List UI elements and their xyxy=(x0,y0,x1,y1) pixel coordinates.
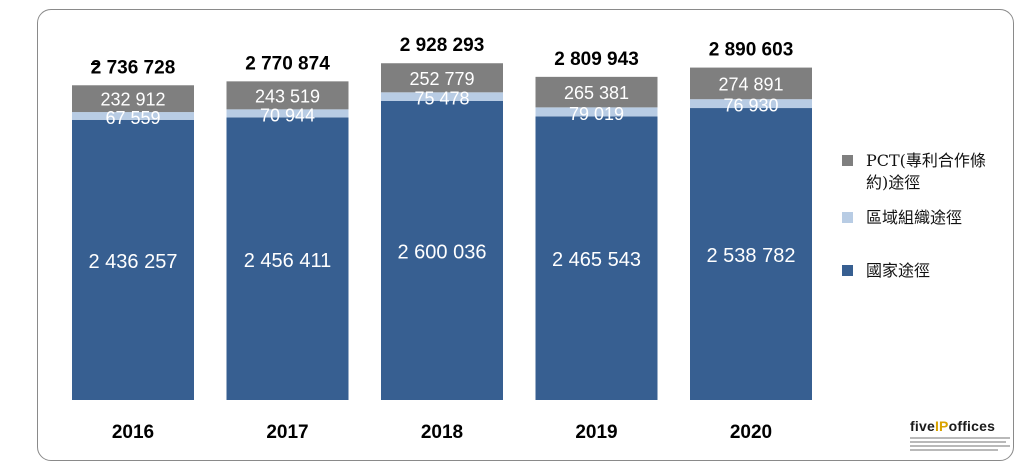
label-pct-2017: 243 519 xyxy=(255,86,320,106)
stray-mark xyxy=(91,63,99,65)
label-pct-2016: 232 912 xyxy=(100,90,165,110)
legend-label-pct: PCT(專利合作條約)途徑 xyxy=(866,150,996,194)
label-national-2020: 2 538 782 xyxy=(707,245,796,267)
x-tick-2020: 2020 xyxy=(730,422,772,443)
legend-item-national: 國家途徑 xyxy=(842,260,996,282)
stacked-bar-chart: 2 436 257 67 559232 912 2 736 728 2016 2 456… xyxy=(0,0,1023,470)
label-national-2019: 2 465 543 xyxy=(552,249,641,271)
logo-fine-print xyxy=(910,437,1014,451)
label-regional-2020: 76 930 xyxy=(723,96,778,116)
label-regional-2019: 79 019 xyxy=(569,104,624,124)
fiveipoffices-logo: fiveIPoffices xyxy=(910,418,1014,453)
legend-swatch-pct xyxy=(842,155,853,166)
legend-label-national: 國家途徑 xyxy=(866,260,996,282)
label-regional-2016: 67 559 xyxy=(105,108,160,128)
x-tick-2018: 2018 xyxy=(421,422,463,443)
label-total-2017: 2 770 874 xyxy=(245,53,330,74)
legend-item-pct: PCT(專利合作條約)途徑 xyxy=(842,150,996,194)
label-national-2018: 2 600 036 xyxy=(398,241,487,263)
legend-label-regional: 區域組織途徑 xyxy=(866,207,996,229)
label-total-2016: 2 736 728 xyxy=(91,57,176,78)
legend-item-regional: 區域組織途徑 xyxy=(842,207,996,229)
x-tick-2017: 2017 xyxy=(266,422,308,443)
label-total-2019: 2 809 943 xyxy=(554,49,639,70)
label-total-2020: 2 890 603 xyxy=(709,40,794,61)
label-regional-2017: 70 944 xyxy=(260,105,315,125)
logo-text: fiveIPoffices xyxy=(910,418,1014,434)
label-national-2017: 2 456 411 xyxy=(244,250,332,272)
label-total-2018: 2 928 293 xyxy=(400,35,485,56)
legend-swatch-national xyxy=(842,265,853,276)
label-national-2016: 2 436 257 xyxy=(89,251,178,273)
x-tick-2019: 2019 xyxy=(575,422,617,443)
label-pct-2020: 274 891 xyxy=(718,74,783,94)
label-pct-2019: 265 381 xyxy=(564,83,629,103)
x-tick-2016: 2016 xyxy=(112,422,154,443)
label-pct-2018: 252 779 xyxy=(409,69,474,89)
legend-swatch-regional xyxy=(842,212,853,223)
label-regional-2018: 75 478 xyxy=(414,89,469,109)
